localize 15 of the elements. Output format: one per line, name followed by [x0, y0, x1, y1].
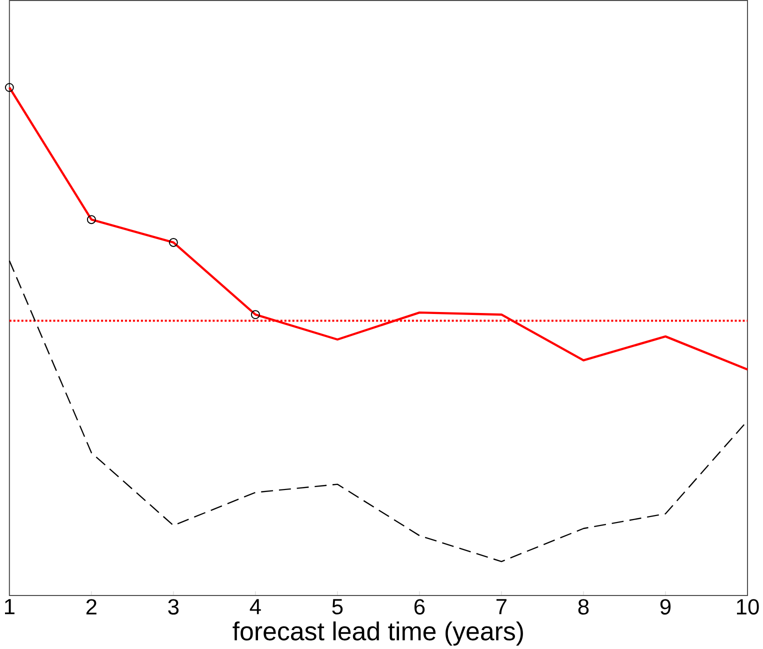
x-tick-label: 1: [4, 599, 14, 614]
point: [4, 83, 14, 92]
point: [250, 310, 260, 320]
x-tick-label: 10: [736, 599, 759, 615]
x-tick-label: 9: [660, 599, 671, 615]
x-tick-label: 2: [86, 599, 96, 614]
x-tick-label: 8: [578, 599, 589, 615]
x-axis-title: forecast lead time (years): [232, 621, 523, 646]
x-tick-label: 5: [332, 599, 343, 614]
x-tick-label: 6: [414, 599, 425, 615]
x-tick-label: 4: [250, 599, 261, 614]
point: [168, 238, 178, 247]
x-tick-label: 7: [496, 599, 506, 614]
x-tick-label: 3: [168, 599, 179, 615]
point: [86, 215, 96, 224]
